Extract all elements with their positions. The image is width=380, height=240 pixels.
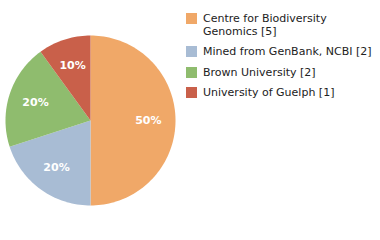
html-text:Mined from GenBank, NCBI [2]: Mined from GenBank, NCBI [2] bbox=[203, 45, 372, 59]
html-text:Brown University [2]: Brown University [2] bbox=[203, 65, 316, 79]
svg-text:20%: 20% bbox=[43, 161, 69, 174]
html-text:University of Guelph [1]: University of Guelph [1] bbox=[203, 85, 335, 99]
svg-text:10%: 10% bbox=[59, 59, 85, 72]
html-text:Centre for Biodiversity Genomi: Centre for Biodiversity Genomics [5] bbox=[203, 12, 327, 39]
svg-text:20%: 20% bbox=[22, 96, 48, 109]
svg-text:50%: 50% bbox=[135, 114, 161, 127]
